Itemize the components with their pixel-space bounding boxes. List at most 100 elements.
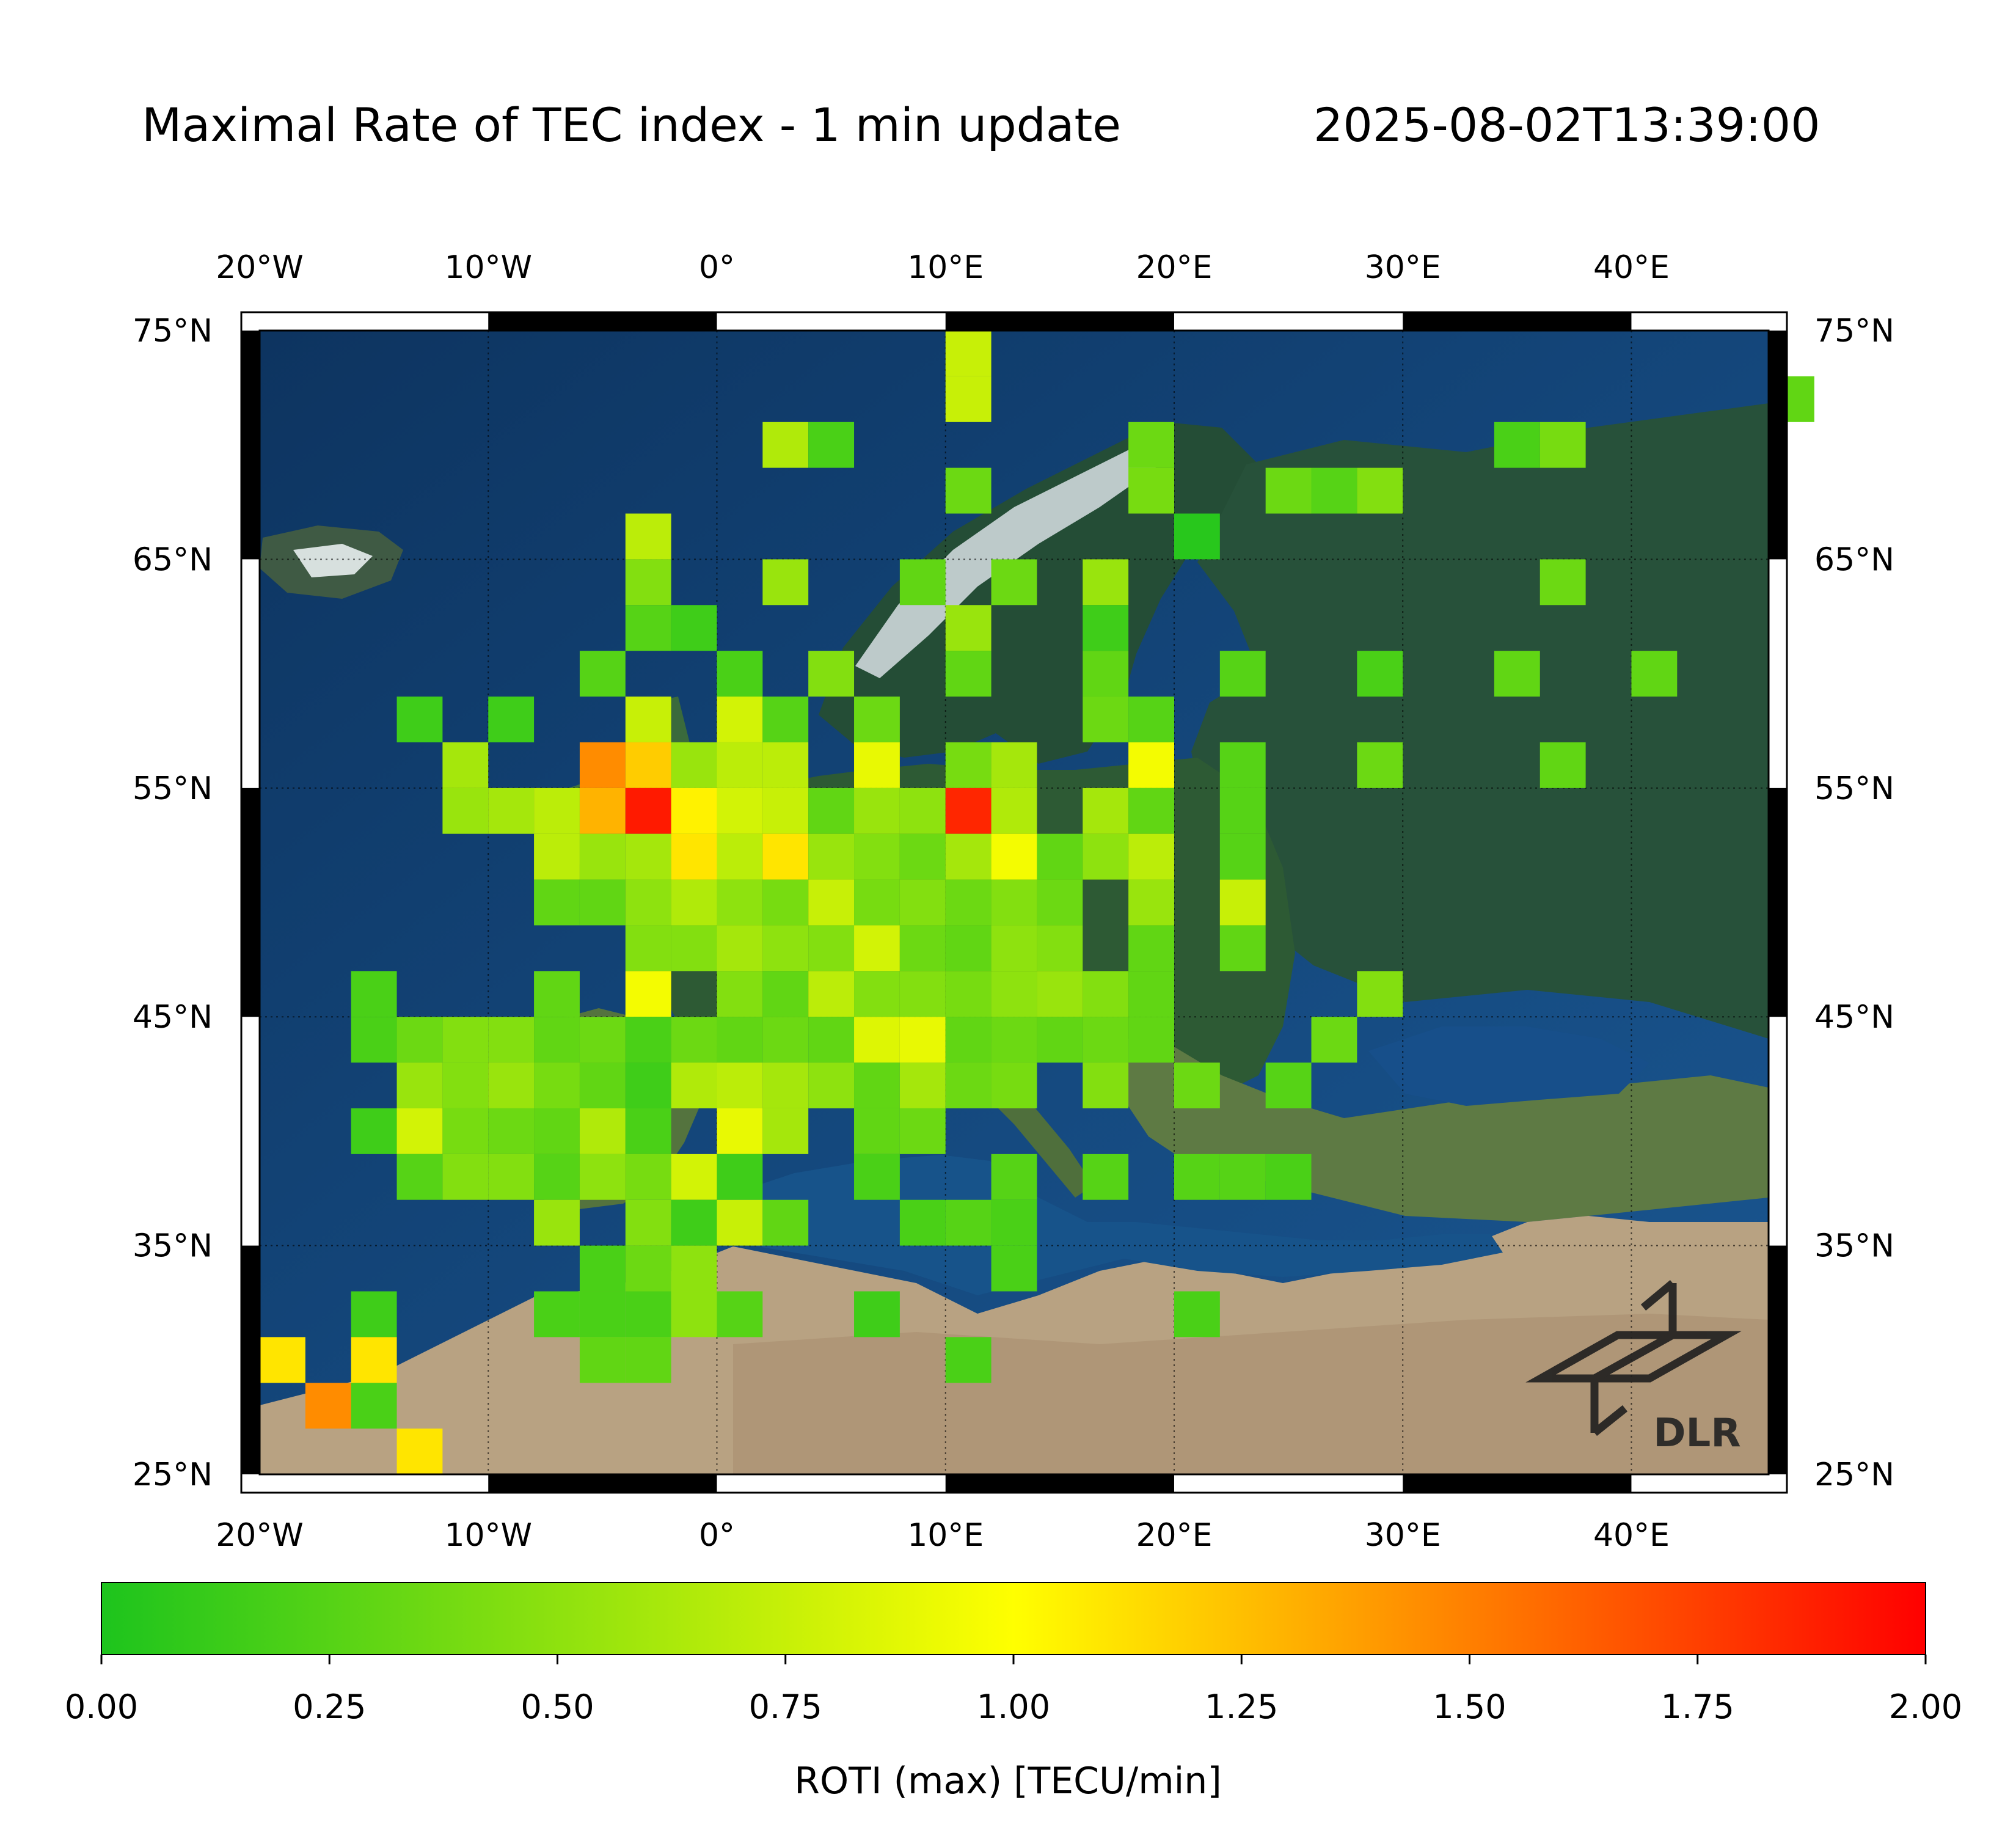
- roti-cell: [442, 1017, 489, 1063]
- roti-cell: [1083, 833, 1129, 880]
- roti-cell: [1128, 833, 1174, 880]
- roti-cell: [260, 1337, 305, 1383]
- roti-cell: [854, 697, 900, 742]
- roti-cell: [1311, 467, 1357, 514]
- roti-cell: [991, 971, 1037, 1017]
- roti-cell: [396, 1108, 443, 1154]
- roti-cell: [579, 788, 626, 834]
- roti-cell: [1037, 971, 1083, 1017]
- map-axes: 20°W 20°W 10°W 10°W 0° 0° 10°E 10°E 20°E 20°E 30°E…: [133, 249, 1894, 1554]
- roti-cell: [1357, 651, 1403, 697]
- roti-cell: [579, 1108, 626, 1154]
- roti-cell: [1083, 605, 1129, 651]
- roti-cell: [991, 1017, 1037, 1063]
- black-sea: [1368, 1026, 1649, 1106]
- roti-cell: [442, 742, 489, 788]
- roti-cell: [625, 559, 671, 606]
- roti-cell: [762, 697, 809, 742]
- colorbar-tick-label: 2.00: [1889, 1688, 1962, 1726]
- roti-cell: [625, 879, 671, 926]
- roti-cell: [1083, 971, 1129, 1017]
- roti-cell: [351, 1383, 397, 1429]
- roti-cell: [854, 788, 900, 834]
- colorbar-tick-label: 1.50: [1433, 1688, 1506, 1726]
- roti-cell: [671, 833, 717, 880]
- roti-cell: [1037, 879, 1083, 926]
- roti-cell: [579, 1063, 626, 1108]
- roti-cell: [305, 1383, 351, 1429]
- roti-cell: [671, 1245, 717, 1292]
- landmass-iceland-snow: [293, 544, 373, 577]
- roti-cell: [899, 1108, 946, 1154]
- roti-cell: [762, 1017, 809, 1063]
- roti-cell: [396, 1063, 443, 1108]
- roti-cell: [625, 1108, 671, 1154]
- lon-tick-label-top: 10°W: [444, 249, 532, 286]
- roti-cell: [534, 1291, 580, 1337]
- roti-cell: [854, 879, 900, 926]
- map-timestamp: 2025-08-02T13:39:00: [1313, 98, 1821, 152]
- roti-cell: [1083, 697, 1129, 742]
- roti-cell: [1357, 467, 1403, 514]
- lon-tick-label-top: 30°E: [1365, 249, 1441, 286]
- colorbar: [101, 1582, 1926, 1655]
- roti-cell: [625, 833, 671, 880]
- roti-cell: [762, 559, 809, 606]
- roti-cell: [1037, 1017, 1083, 1063]
- roti-cell: [488, 1154, 535, 1200]
- roti-cell: [1128, 971, 1174, 1017]
- roti-cell: [1311, 1017, 1357, 1063]
- frame-segment: [488, 1474, 717, 1493]
- roti-cell: [991, 742, 1037, 788]
- roti-cell: [717, 833, 763, 880]
- roti-cell: [1219, 833, 1266, 880]
- roti-cell: [808, 1063, 855, 1108]
- roti-cell: [396, 1429, 443, 1474]
- frame-segment: [1769, 331, 1787, 560]
- colorbar-tick-label: 0.50: [520, 1688, 594, 1726]
- roti-cell: [625, 697, 671, 742]
- roti-cell: [854, 1154, 900, 1200]
- roti-cells: [260, 331, 1814, 1474]
- roti-cell: [1083, 1063, 1129, 1108]
- lon-tick-label-bottom: 10°E: [907, 1517, 984, 1554]
- frame-segment: [241, 788, 260, 1017]
- roti-cell: [442, 788, 489, 834]
- frame-segment: [945, 1474, 1174, 1493]
- roti-cell: [945, 1017, 992, 1063]
- roti-cell: [762, 1063, 809, 1108]
- colorbar-tick-label: 1.25: [1205, 1688, 1278, 1726]
- frame-segment: [1769, 1245, 1787, 1474]
- roti-cell: [899, 879, 946, 926]
- lon-tick-label-bottom: 40°E: [1593, 1517, 1670, 1554]
- roti-cell: [945, 1199, 992, 1246]
- roti-cell: [991, 1063, 1037, 1108]
- roti-cell: [945, 833, 992, 880]
- roti-cell: [899, 788, 946, 834]
- lon-tick-label-top: 40°E: [1593, 249, 1670, 286]
- roti-cell: [442, 1063, 489, 1108]
- roti-cell: [625, 1245, 671, 1292]
- roti-cell: [1174, 513, 1220, 560]
- roti-cell: [717, 697, 763, 742]
- roti-cell: [1128, 697, 1174, 742]
- roti-cell: [351, 971, 397, 1017]
- roti-cell: [945, 605, 992, 651]
- roti-cell: [808, 422, 855, 468]
- roti-cell: [1357, 742, 1403, 788]
- lon-tick-label-top: 0°: [699, 249, 735, 286]
- roti-cell: [762, 1199, 809, 1246]
- lon-tick-label-top: 10°E: [907, 249, 984, 286]
- roti-cell: [671, 879, 717, 926]
- roti-cell: [1128, 925, 1174, 971]
- roti-cell: [762, 833, 809, 880]
- roti-cell: [625, 1154, 671, 1200]
- landmass-desert-shade: [733, 1314, 1769, 1474]
- roti-cell: [579, 833, 626, 880]
- lat-tick-label-right: 75°N: [1814, 313, 1894, 349]
- roti-cell: [899, 925, 946, 971]
- roti-cell: [991, 925, 1037, 971]
- roti-cell: [1539, 559, 1586, 606]
- lon-tick-label-top: 20°E: [1136, 249, 1212, 286]
- frame-segment: [488, 312, 717, 331]
